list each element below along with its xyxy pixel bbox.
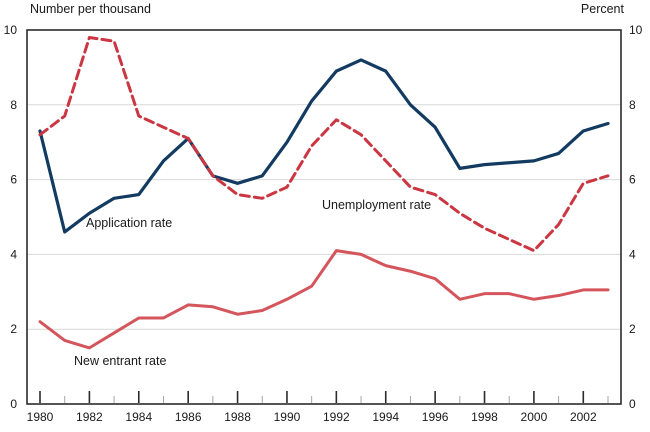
y-axis-label-right: 4	[629, 247, 636, 261]
y-axis-label-right: 8	[629, 98, 636, 112]
y-axis-label-left: 8	[10, 98, 17, 112]
x-axis-label: 2002	[570, 410, 597, 424]
x-axis-label: 1996	[422, 410, 449, 424]
y-axis-label-left: 6	[10, 173, 17, 187]
x-axis-label: 1992	[323, 410, 350, 424]
x-axis-label: 1998	[471, 410, 498, 424]
unemployment-rate-label: Unemployment rate	[322, 198, 432, 212]
x-axis-label: 1984	[125, 410, 152, 424]
new-entrant-rate-label: New entrant rate	[74, 354, 167, 368]
application-rate-label: Application rate	[86, 216, 173, 230]
x-axis-label: 2000	[521, 410, 548, 424]
x-axis-label: 1980	[27, 410, 54, 424]
x-axis-label: 1986	[175, 410, 202, 424]
x-axis-label: 1994	[372, 410, 399, 424]
y-axis-label-left: 4	[10, 247, 17, 261]
y-axis-label-right: 6	[629, 173, 636, 187]
x-axis-label: 1990	[274, 410, 301, 424]
application-rate-line	[38, 58, 610, 234]
y-axis-label-left: 2	[10, 322, 17, 336]
plot-border	[26, 29, 622, 405]
new-entrant-rate-line	[38, 249, 610, 350]
y-axis-label-right: 2	[629, 322, 636, 336]
right-axis-title: Percent	[580, 2, 624, 16]
x-axis-label: 1988	[224, 410, 251, 424]
left-axis-title: Number per thousand	[30, 2, 151, 16]
y-axis-label-left: 10	[4, 23, 18, 37]
y-axis-label-left: 0	[10, 397, 17, 411]
unemployment-rate-line	[38, 35, 610, 253]
y-axis-label-right: 0	[629, 397, 636, 411]
y-axis-label-right: 10	[629, 23, 643, 37]
x-axis-label: 1982	[76, 410, 103, 424]
